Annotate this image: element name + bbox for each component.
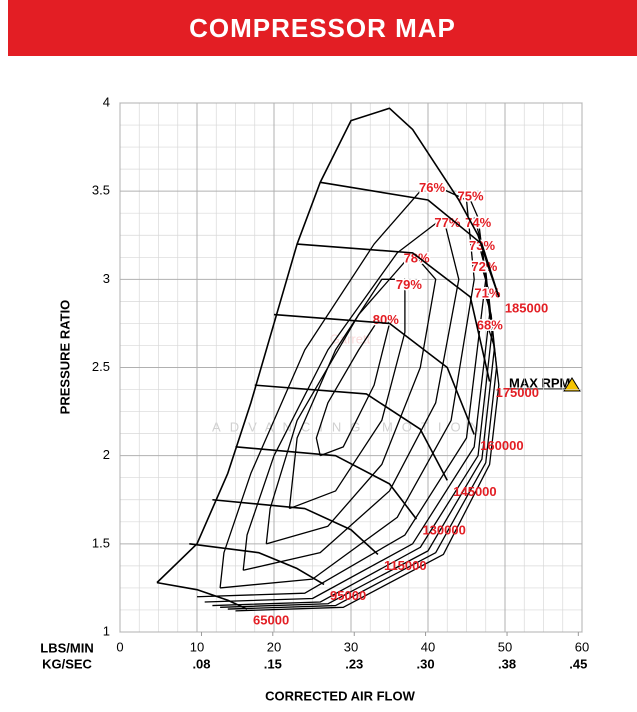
speed-label: 95000 [330,588,366,603]
speed-line [297,243,491,382]
efficiency-contour [242,216,460,571]
speed-label: 145000 [453,484,496,499]
warning-icon [563,377,581,392]
y-tick-label: 1 [103,623,110,638]
speed-label: 130000 [422,523,465,538]
x-tick-label: 50 [498,639,512,654]
efficiency-contour [196,190,487,598]
contour-label: 79% [396,277,422,292]
contour-label: 72% [471,259,497,274]
x-unit-label: LBS/MIN [40,640,93,655]
contour-label: 68% [477,317,503,332]
x2-tick-label: .08 [192,656,210,671]
efficiency-contour [288,278,406,510]
speed-label: 160000 [480,438,523,453]
contour-label: 74% [465,215,491,230]
speed-label: 115000 [384,558,427,573]
speed-line [320,181,500,298]
y-tick-label: 3 [103,271,110,286]
x2-tick-label: .23 [345,656,363,671]
y-tick-label: 2.5 [92,359,110,374]
contour-label: 71% [474,286,500,301]
efficiency-contour [219,181,475,589]
contour-label: 75% [457,189,483,204]
x2-unit-label: KG/SEC [42,656,92,671]
speed-line [156,581,248,610]
x2-tick-label: .30 [417,656,435,671]
x-tick-label: 0 [116,639,123,654]
y-tick-label: 4 [103,94,110,109]
x2-tick-label: .38 [498,656,516,671]
x2-tick-label: .45 [569,656,587,671]
y-tick-label: 3.5 [92,183,110,198]
speed-line [254,384,448,481]
speed-line [235,446,418,520]
x2-tick-label: .15 [264,656,282,671]
contour-label: 80% [373,312,399,327]
header-title: COMPRESSOR MAP [8,0,637,56]
x-tick-label: 20 [267,639,281,654]
efficiency-contour [227,287,498,610]
y-tick-label: 1.5 [92,535,110,550]
x-tick-label: 40 [421,639,435,654]
speed-label: 65000 [253,613,289,628]
x-tick-label: 30 [344,639,358,654]
surge-line [156,107,500,584]
efficiency-contour [315,313,391,457]
efficiency-contour [204,217,491,603]
efficiency-contour [220,261,495,608]
speed-label: 185000 [505,300,548,315]
y-axis-title: PRESSURE RATIO [57,300,72,415]
efficiency-contour [235,319,500,612]
x-tick-label: 10 [190,639,204,654]
y-tick-label: 2 [103,447,110,462]
contour-label: 76% [419,180,445,195]
speed-line [273,313,475,435]
efficiency-contour [212,240,493,607]
speed-line [212,498,379,556]
speed-line [189,543,325,586]
speed-label: 175000 [496,385,539,400]
x-tick-label: 60 [575,639,589,654]
efficiency-contour [265,252,437,545]
contour-label: 77% [434,215,460,230]
x-axis-title: CORRECTED AIR FLOW [265,688,415,703]
